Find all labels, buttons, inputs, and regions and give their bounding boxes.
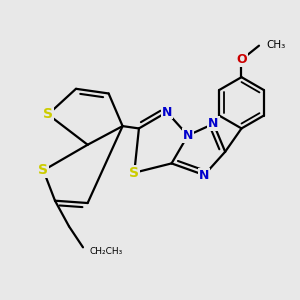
Text: N: N	[199, 169, 209, 182]
Text: N: N	[162, 106, 172, 118]
Text: S: S	[43, 107, 53, 122]
Text: CH₂CH₃: CH₂CH₃	[90, 248, 123, 256]
Text: N: N	[208, 117, 219, 130]
Text: O: O	[236, 53, 247, 66]
Text: N: N	[183, 129, 193, 142]
Text: S: S	[38, 164, 48, 177]
Text: CH₃: CH₃	[266, 40, 285, 50]
Text: S: S	[129, 166, 139, 180]
